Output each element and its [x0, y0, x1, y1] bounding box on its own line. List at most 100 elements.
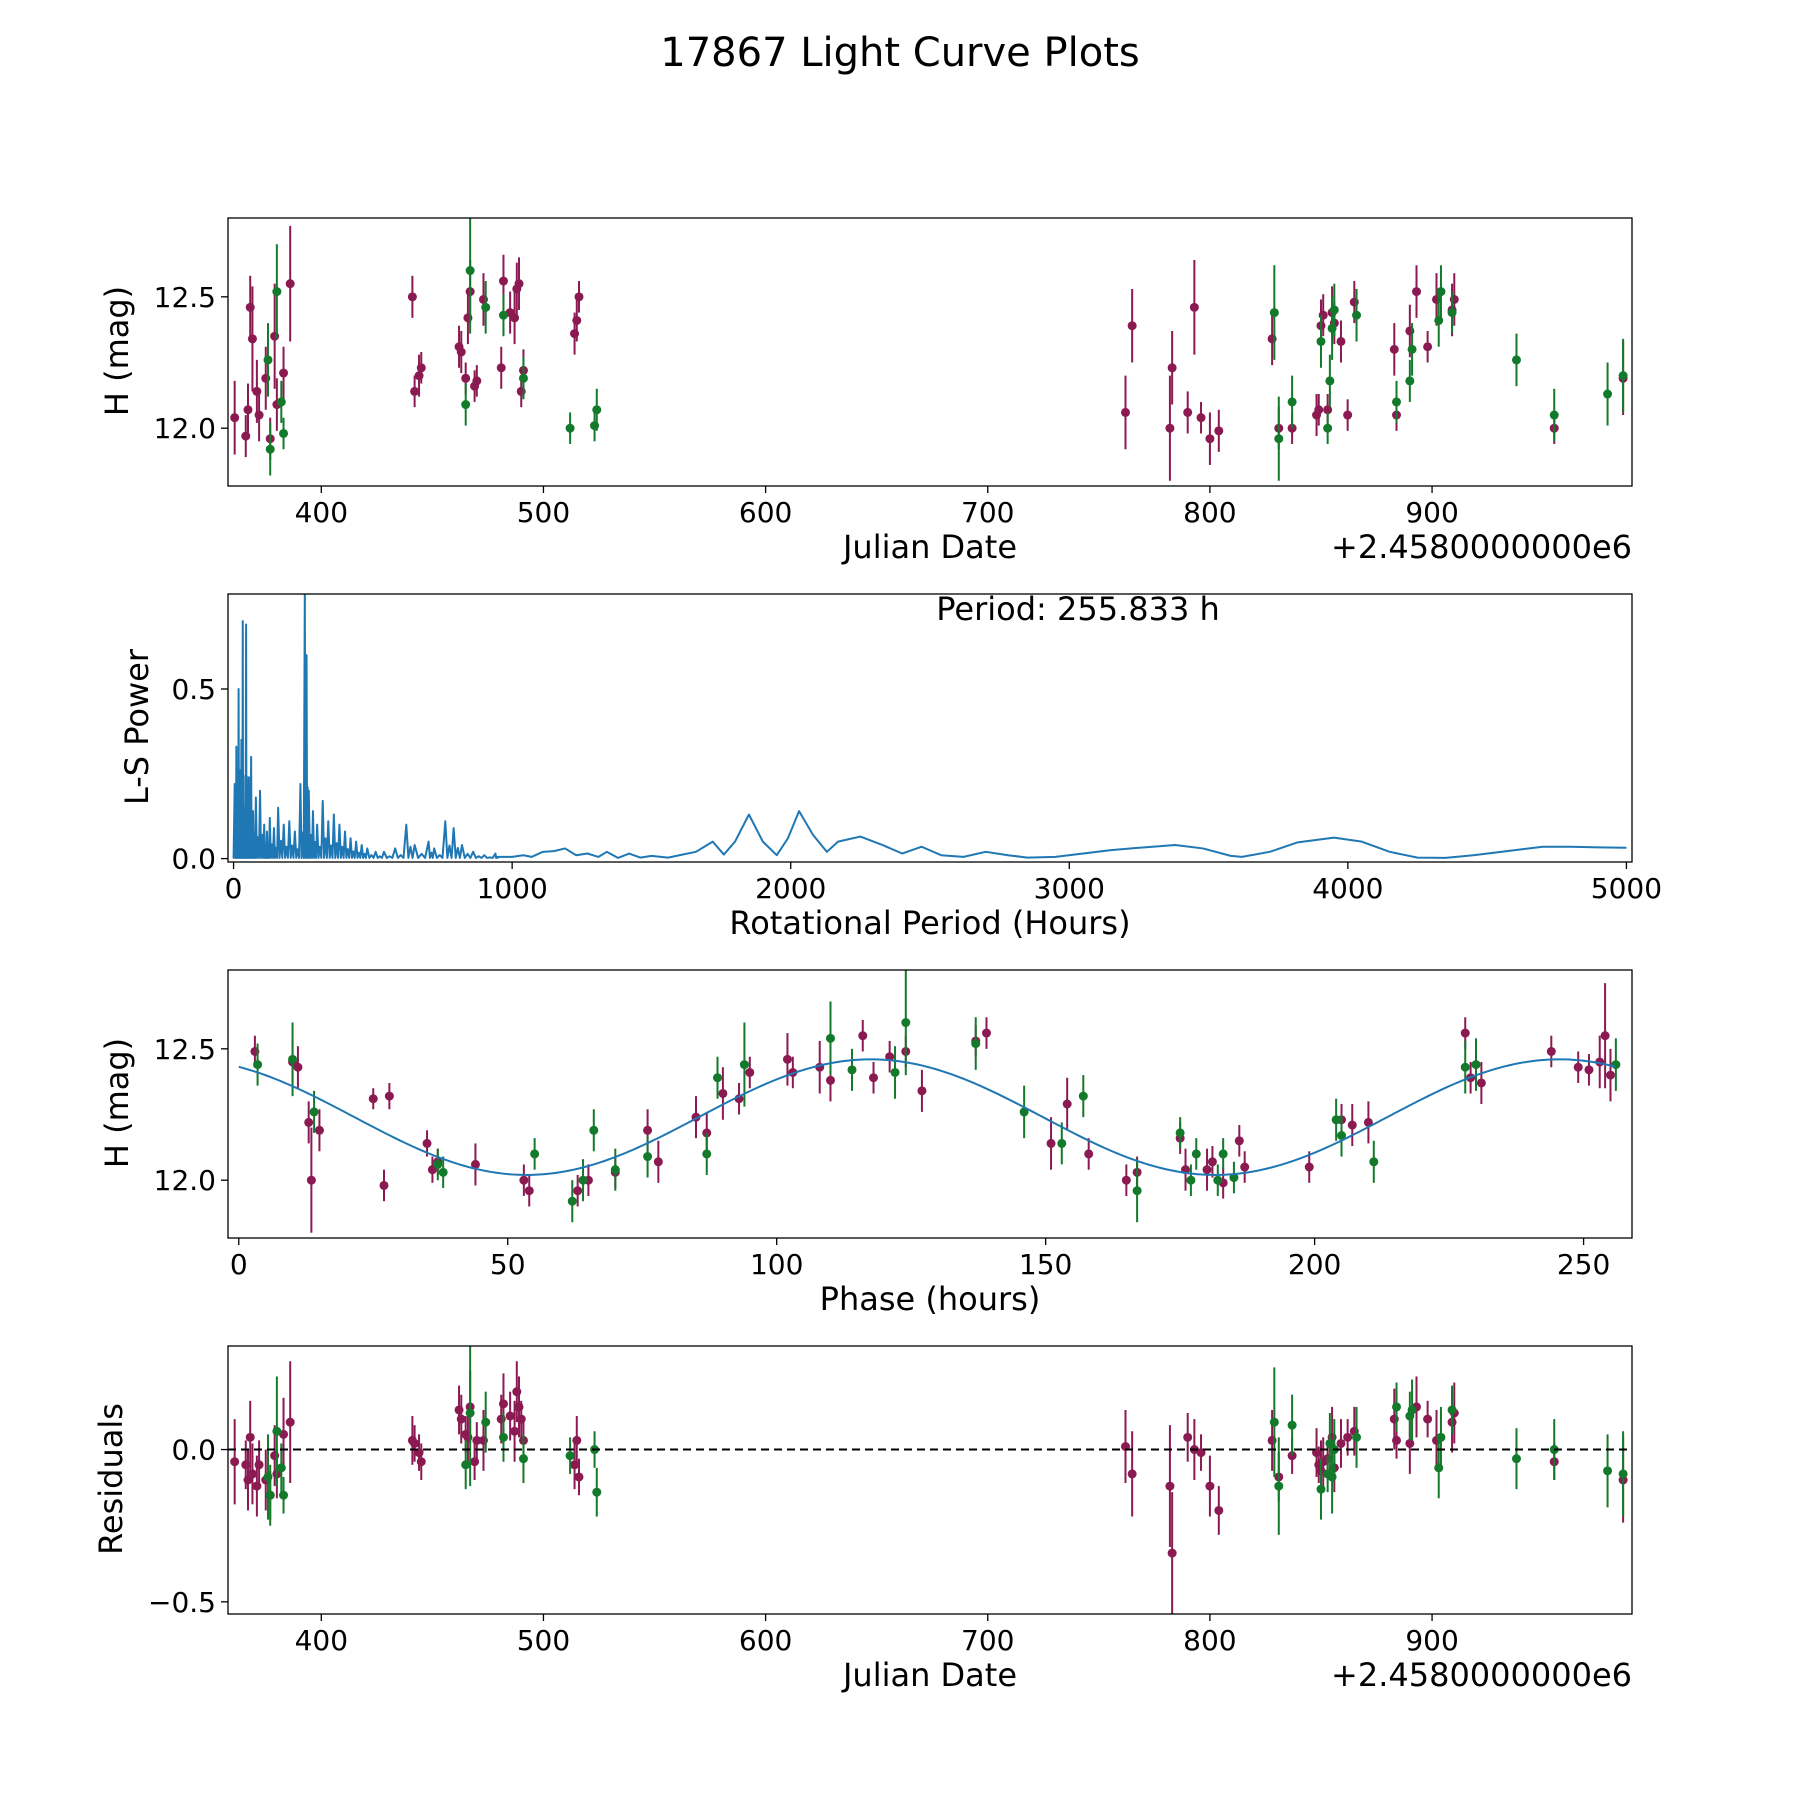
lightcurve-point	[1336, 336, 1346, 346]
phase-point	[253, 1060, 263, 1070]
lightcurve-point	[496, 363, 506, 373]
lightcurve-point	[1603, 389, 1613, 399]
residuals-point	[1165, 1481, 1175, 1491]
lightcurve-point	[1447, 308, 1457, 318]
phase-point	[1213, 1175, 1223, 1185]
residuals-frame	[227, 1345, 1633, 1615]
residuals-point	[1407, 1405, 1417, 1415]
phase-point	[885, 1052, 895, 1062]
lightcurve-xlabel: Julian Date	[841, 528, 1017, 566]
lightcurve-xtick-label: 700	[961, 496, 1014, 529]
residuals-point	[472, 1435, 482, 1445]
lightcurve-point	[1434, 315, 1444, 325]
phase-point	[1546, 1046, 1556, 1056]
lightcurve-point	[1549, 410, 1559, 420]
phase-frame	[227, 969, 1633, 1239]
phase-xtick-label: 150	[1019, 1248, 1072, 1281]
lightcurve-point	[279, 428, 289, 438]
phase-point	[869, 1073, 879, 1083]
lightcurve-xtick-label: 600	[739, 496, 792, 529]
phase-xtick-label: 100	[750, 1248, 803, 1281]
lightcurve-point	[1423, 342, 1433, 352]
residuals-xlabel: Julian Date	[841, 1656, 1017, 1694]
lightcurve-point	[1165, 423, 1175, 433]
phase-point	[1202, 1165, 1212, 1175]
residuals-panel: Julian Date Residuals +2.4580000000e6 40…	[92, 1345, 1633, 1694]
phase-point	[1132, 1186, 1142, 1196]
residuals-point	[1447, 1405, 1457, 1415]
residuals-point	[518, 1454, 528, 1464]
phase-model-curve	[238, 1058, 1616, 1176]
lightcurve-point	[461, 373, 471, 383]
residuals-point	[276, 1463, 286, 1473]
lightcurve-plot-area	[230, 218, 1628, 481]
phase-plot-area	[238, 970, 1621, 1233]
lightcurve-point	[276, 397, 286, 407]
phase-point	[379, 1180, 389, 1190]
phase-point	[1057, 1138, 1067, 1148]
phase-point	[1229, 1173, 1239, 1183]
phase-point	[643, 1125, 653, 1135]
residuals-point	[1392, 1435, 1402, 1445]
phase-point	[1240, 1162, 1250, 1172]
periodogram-ylabel: L-S Power	[118, 648, 156, 805]
lightcurve-ylabel: H (mag)	[98, 286, 136, 416]
lightcurve-point	[254, 410, 264, 420]
lightcurve-point	[1316, 336, 1326, 346]
phase-point	[1331, 1115, 1341, 1125]
phase-xtick-label: 250	[1557, 1248, 1610, 1281]
phase-point	[745, 1067, 755, 1077]
residuals-point	[1167, 1548, 1177, 1558]
phase-xtick-label: 50	[490, 1248, 526, 1281]
lightcurve-point	[1183, 407, 1193, 417]
lightcurve-point	[265, 444, 275, 454]
phase-point	[1369, 1157, 1379, 1167]
lightcurve-x-offset: +2.4580000000e6	[1331, 528, 1632, 566]
lightcurve-point	[1352, 310, 1362, 320]
residuals-point	[470, 1457, 480, 1467]
residuals-point	[456, 1414, 466, 1424]
lightcurve-point	[1167, 363, 1177, 373]
phase-point	[422, 1138, 432, 1148]
lightcurve-series-b	[263, 218, 1628, 481]
lightcurve-point	[1314, 405, 1324, 415]
periodogram-ytick-label: 0.0	[171, 843, 216, 876]
periodogram-panel: Rotational Period (Hours) L-S Power Peri…	[118, 590, 1662, 942]
residuals-point	[230, 1457, 240, 1467]
residuals-point	[461, 1460, 471, 1470]
phase-point	[653, 1157, 663, 1167]
residuals-series-a	[230, 1361, 1628, 1614]
residuals-point	[592, 1487, 602, 1497]
phase-point	[1191, 1149, 1201, 1159]
phase-point	[309, 1107, 319, 1117]
lightcurve-point	[1325, 376, 1335, 386]
lightcurve-point	[461, 400, 471, 410]
lightcurve-point	[285, 279, 295, 289]
phase-point	[847, 1065, 857, 1075]
phase-point	[438, 1167, 448, 1177]
phase-point	[981, 1028, 991, 1038]
lightcurve-point	[1287, 397, 1297, 407]
lightcurve-point	[247, 334, 257, 344]
phase-point	[433, 1159, 443, 1169]
lightcurve-point	[1618, 371, 1628, 381]
lightcurve-point	[465, 266, 475, 276]
residuals-point	[1336, 1438, 1346, 1448]
residuals-point	[254, 1460, 264, 1470]
phase-point	[589, 1125, 599, 1135]
phase-point	[519, 1175, 529, 1185]
phase-point	[524, 1186, 534, 1196]
lightcurve-point	[456, 347, 466, 357]
periodogram-line	[232, 594, 1627, 859]
phase-panel: Phase (hours) H (mag) 0 50 100 150 200 250 12.…	[98, 969, 1633, 1318]
phase-point	[718, 1088, 728, 1098]
residuals-x-offset: +2.4580000000e6	[1331, 1656, 1632, 1694]
lightcurve-point	[1120, 407, 1130, 417]
phase-point	[1175, 1128, 1185, 1138]
phase-point	[306, 1175, 316, 1185]
lightcurve-point	[498, 276, 508, 286]
lightcurve-point	[243, 405, 253, 415]
residuals-point	[481, 1417, 491, 1427]
phase-ytick-label: 12.5	[154, 1033, 216, 1066]
lightcurve-xtick-label: 900	[1405, 496, 1458, 529]
